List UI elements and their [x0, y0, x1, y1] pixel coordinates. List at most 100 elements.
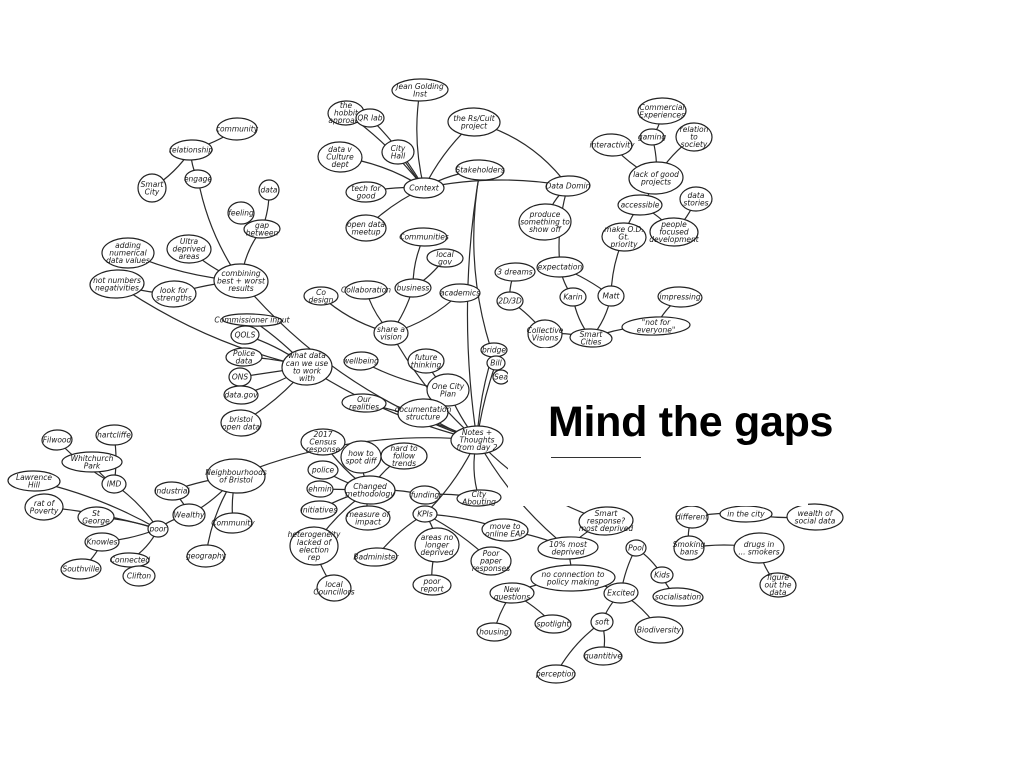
node-label: ONS [232, 373, 249, 382]
node-label: bristol open data [222, 415, 260, 432]
node-bubble [639, 128, 665, 146]
node-label: figure out the data [765, 573, 792, 597]
node-bubble [243, 219, 281, 239]
node-label: IMD [107, 480, 122, 489]
node-bubble [400, 227, 448, 247]
node-bubble [412, 574, 452, 596]
node-label: tech for good [351, 184, 381, 201]
node-label: Whitchurch Park [71, 454, 114, 471]
mind-map-node: Matt [597, 285, 625, 307]
mind-map-node: soft [590, 612, 614, 632]
mind-map-node: wealth of social data [786, 503, 844, 531]
mind-map-node: local gov [426, 248, 464, 268]
mind-map-node: accessible [617, 194, 663, 216]
node-label: 2017 Census response [306, 430, 341, 454]
mind-map-node: not numbers negativities [89, 269, 145, 299]
node-bubble [24, 493, 64, 521]
node-bubble [637, 97, 687, 125]
node-bubble [61, 451, 123, 473]
node-bubble [354, 547, 398, 567]
mind-map-node: Biodiversity [634, 616, 684, 644]
node-label: rat of Poverty [30, 499, 59, 516]
node-label: City Abouting [461, 490, 496, 507]
mind-map-node: combining best + worst results [213, 263, 269, 299]
mind-map-node: police [307, 460, 339, 480]
mind-map-node: look for strengths [151, 280, 197, 308]
node-label: expectation [538, 263, 583, 272]
node-label: academics [440, 289, 480, 298]
node-bubble [101, 474, 127, 494]
node-label: no connection to policy making [542, 570, 605, 587]
node-label: Pool [628, 544, 645, 553]
node-label: accessible [621, 201, 660, 210]
node-label: Badminister [353, 553, 399, 562]
node-bubble [426, 248, 464, 268]
node-label: drugs in... smokers [738, 540, 779, 557]
node-bubble [373, 320, 409, 346]
node-bubble [221, 313, 283, 327]
mind-map-node: Pool [625, 539, 647, 557]
mind-map-node: Co design [303, 286, 339, 306]
node-label: Co design [309, 288, 334, 305]
connector-line [416, 89, 425, 189]
node-label: Neighbourhoods of Bristol [205, 468, 267, 485]
node-label: Sea [494, 373, 508, 382]
mind-map-node: IMD [101, 474, 127, 494]
node-bubble [489, 582, 535, 604]
node-label: One City Plan [432, 382, 465, 399]
node-label: data v Culture dept [326, 145, 354, 169]
node-label: different [676, 513, 709, 522]
node-bubble [281, 348, 333, 386]
mind-map-node: Stakeholders [455, 159, 505, 181]
mind-map-node: Data Domin [545, 175, 591, 197]
node-bubble [578, 506, 634, 536]
node-label: poor [148, 525, 167, 534]
node-label: Jean Golding Inst [394, 82, 444, 99]
node-bubble [675, 505, 709, 529]
mind-map-node: QR lab [355, 108, 385, 128]
node-bubble [534, 614, 572, 634]
node-label: Smart Cities [580, 330, 604, 347]
node-label: industrial [154, 487, 190, 496]
node-bubble [634, 616, 684, 644]
node-label: combining best + worst results [217, 269, 266, 293]
node-bubble [679, 186, 713, 212]
node-bubble [481, 518, 529, 542]
node-bubble [223, 385, 259, 405]
mind-map-node: Community [211, 512, 255, 534]
mind-map-node: Police data [225, 347, 263, 367]
node-bubble [77, 506, 115, 528]
node-bubble [455, 159, 505, 181]
mind-map-node: Neighbourhoods of Bristol [205, 458, 267, 494]
node-bubble [470, 546, 512, 576]
node-label: move to online EAP [485, 522, 525, 539]
node-bubble [343, 351, 379, 371]
node-label: share a vision [377, 325, 405, 342]
node-bubble [397, 398, 449, 428]
mind-map-node: City Abouting [456, 489, 502, 507]
mind-map-node: 10% most deprived [537, 536, 599, 560]
node-bubble [154, 481, 190, 501]
mind-map-node: Sea [492, 369, 510, 385]
node-label: St George [82, 509, 110, 526]
mind-map-node: housing [476, 622, 512, 642]
node-bubble [733, 532, 785, 564]
node-label: Collective Visions [527, 326, 564, 343]
node-bubble [527, 319, 563, 349]
node-label: wellbeing [343, 357, 379, 366]
mind-map-node: the Rs/Cult project [447, 107, 501, 137]
node-label: people focused development [649, 220, 700, 244]
node-bubble [220, 409, 262, 437]
node-label: 10% most deprived [549, 540, 588, 557]
node-label: data [261, 186, 278, 195]
mind-map-node: feeling [227, 201, 255, 225]
node-bubble [591, 133, 633, 157]
node-label: heterogeneity lacked of election rep [288, 530, 341, 562]
mind-map-node: future thinking [407, 348, 445, 374]
node-label: wealth of social data [795, 509, 836, 526]
mind-map-node: people focused development [649, 217, 700, 247]
node-label: Ultra deprived areas [172, 237, 205, 261]
node-bubble [597, 285, 625, 307]
node-bubble [650, 566, 674, 584]
